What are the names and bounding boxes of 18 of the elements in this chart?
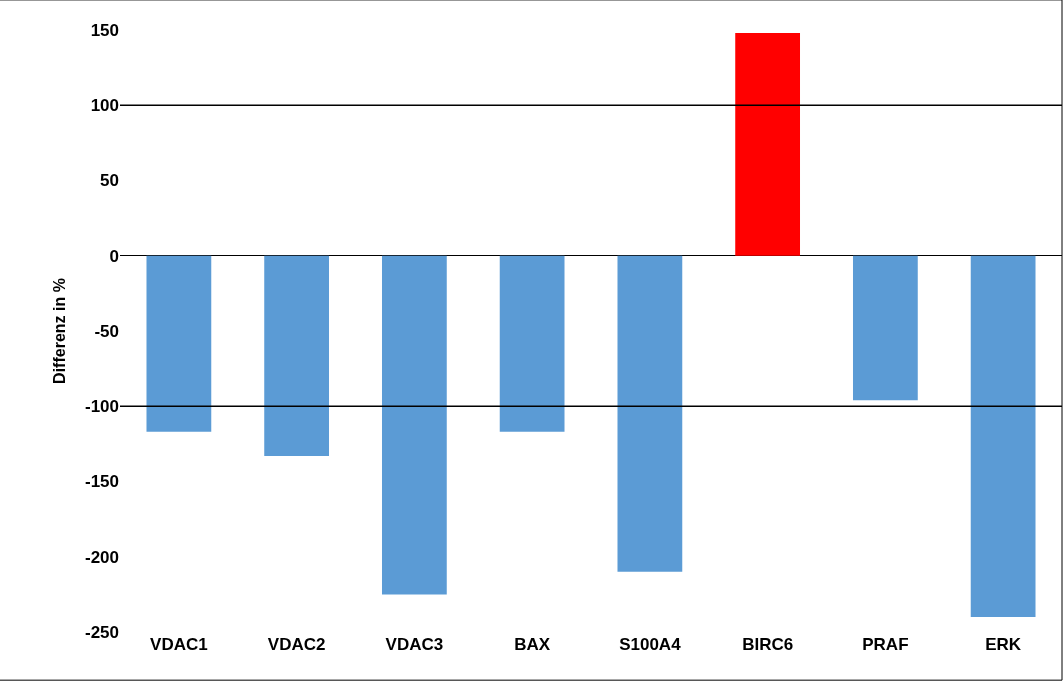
y-tick-label: -50 bbox=[94, 321, 119, 341]
y-tick-label: 100 bbox=[90, 96, 119, 116]
y-tick-label: 50 bbox=[100, 171, 119, 191]
x-tick-label: PRAF bbox=[862, 635, 909, 654]
x-tick-label: VDAC3 bbox=[385, 635, 444, 654]
y-tick-label: 150 bbox=[90, 20, 119, 40]
x-tick-label: S100A4 bbox=[619, 635, 682, 654]
x-tick-label: ERK bbox=[985, 635, 1022, 654]
y-tick-label: -150 bbox=[84, 472, 119, 492]
y-axis-title: Differenz in % bbox=[50, 278, 68, 384]
y-tick-label: 0 bbox=[109, 246, 119, 266]
x-tick-label: BIRC6 bbox=[742, 635, 794, 654]
y-tick-label: -100 bbox=[84, 397, 119, 417]
y-tick-label: -250 bbox=[84, 622, 119, 642]
x-tick-label: BAX bbox=[514, 635, 551, 654]
y-tick-label: -200 bbox=[84, 547, 119, 567]
x-tick-label: VDAC1 bbox=[150, 635, 208, 654]
x-tick-label: VDAC2 bbox=[267, 635, 326, 654]
